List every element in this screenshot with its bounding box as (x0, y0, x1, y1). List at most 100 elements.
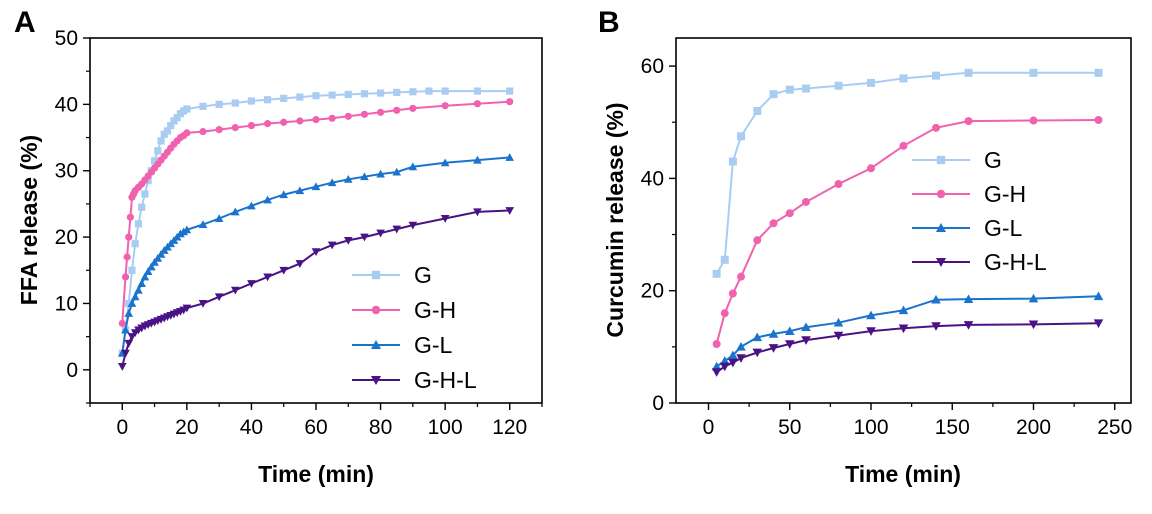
data-point-a-g-h-l (124, 339, 134, 348)
data-point-a-g-l (343, 175, 353, 183)
data-point-b-g (769, 90, 778, 99)
data-point-a-g (409, 88, 417, 96)
data-point-a-g-h (126, 213, 134, 221)
data-point-a-g-h-l (343, 236, 353, 245)
data-point-a-g (199, 102, 207, 110)
data-point-b-g-h-l (768, 344, 779, 353)
data-point-b-g (785, 85, 794, 94)
data-point-b-g-h (753, 236, 762, 245)
data-point-b-g-h-l (1093, 319, 1104, 329)
data-point-a-g-h-l (505, 207, 515, 215)
data-point-a-g-h (393, 106, 401, 114)
data-point-b-g (932, 71, 940, 80)
data-point-a-g-h-l (360, 233, 369, 242)
data-point-a-g-l (473, 155, 482, 164)
data-point-a-g-h (312, 116, 320, 124)
data-point-a-g (393, 88, 401, 97)
data-point-b-g (964, 68, 973, 77)
data-point-a-g-l (230, 207, 240, 216)
data-point-a-g-l (440, 158, 450, 167)
legend-label-a-g-h-l: G-H-L (414, 367, 477, 393)
data-point-b-g-h-l (801, 336, 811, 345)
data-point-a-g-h-l (247, 280, 256, 288)
data-point-a-g-l (392, 167, 402, 176)
data-point-a-g-l (156, 250, 166, 258)
legend-marker-a-g-h-l (370, 375, 382, 386)
legend-marker-b-g (936, 155, 946, 165)
y-tick-label-a-1: 10 (55, 292, 78, 315)
data-point-b-g-h (785, 209, 794, 218)
data-point-a-g (128, 266, 136, 274)
data-point-a-g-l (295, 186, 305, 195)
data-point-a-g-l (153, 254, 163, 262)
data-point-a-g-h (118, 319, 126, 327)
data-point-b-g (899, 74, 908, 83)
data-point-a-g-h-l (473, 208, 482, 217)
series-line-b-g-h (715, 119, 1099, 345)
y-axis-title-b: Curcumin release (%) (602, 102, 628, 337)
series-a-g-h-l (117, 207, 515, 371)
data-point-b-g-l (931, 294, 941, 304)
data-point-b-g-l (833, 317, 844, 327)
data-point-a-g-h (409, 104, 417, 112)
legend-marker-b-g-h (936, 189, 946, 199)
data-point-a-g-h-l (117, 363, 127, 371)
data-point-a-g-h (344, 112, 352, 120)
data-point-a-g (328, 91, 336, 99)
data-point-b-g-h-l (1028, 320, 1039, 330)
data-point-a-g-l (147, 262, 156, 271)
data-point-a-g (280, 94, 288, 102)
data-point-a-g-h-l (392, 225, 402, 234)
x-tick-label-a-1: 20 (175, 416, 198, 439)
y-tick-label-a-0: 0 (66, 359, 78, 382)
data-point-a-g-h-l (327, 241, 337, 250)
axis-ticks-a: 0 20 40 60 80 100 120 0 10 20 30 40 50 (55, 27, 543, 439)
data-point-a-g-l (505, 153, 515, 161)
data-point-a-g-l (198, 220, 208, 228)
series-a-g-l (117, 153, 515, 357)
series-b-g-l (711, 291, 1104, 371)
data-point-a-g (131, 240, 139, 248)
data-point-b-g-l (1093, 291, 1104, 301)
data-point-b-g-l (711, 361, 722, 371)
data-point-a-g-h-l (279, 266, 289, 275)
data-point-b-g-h (867, 164, 875, 173)
data-point-b-g (728, 157, 737, 166)
data-point-a-g (141, 190, 149, 198)
data-point-b-g-h-l (752, 348, 763, 358)
data-point-a-g-h-l (263, 273, 272, 282)
y-tick-label-a-5: 50 (55, 27, 78, 50)
data-point-a-g (425, 87, 433, 95)
series-layer-a (117, 87, 515, 371)
data-point-a-g (125, 299, 133, 308)
data-point-b-g-h-l (866, 327, 876, 336)
data-point-a-g-h (263, 120, 272, 128)
data-point-b-g-l (736, 342, 746, 351)
data-point-a-g-h (328, 114, 336, 122)
legend-label-a-g-l: G-L (414, 332, 453, 358)
legend-marker-b-g-l (935, 222, 947, 233)
x-tick-label-a-2: 40 (240, 416, 263, 439)
y-tick-label-a-4: 40 (55, 93, 78, 116)
data-point-b-g (737, 132, 745, 141)
series-a-g-h (118, 98, 514, 327)
data-point-a-g (154, 147, 162, 155)
data-point-b-g-h-l (963, 321, 974, 330)
data-point-a-g (506, 87, 514, 95)
data-point-a-g-l (137, 279, 146, 288)
data-point-b-g-l (1028, 293, 1039, 303)
data-point-a-g-h-l (295, 260, 305, 268)
data-point-a-g-h (231, 123, 239, 132)
data-point-b-g-h-l (931, 322, 941, 331)
data-point-a-g (312, 92, 320, 100)
data-point-a-g (344, 90, 352, 99)
legend-label-b-g-l: G-L (984, 215, 1023, 241)
data-point-a-g-h-l (121, 349, 130, 358)
legend-label-a-g-h: G-H (414, 297, 456, 323)
panel-label-a: A (14, 6, 36, 39)
y-tick-label-a-2: 20 (55, 226, 78, 249)
data-point-a-g-l (214, 214, 224, 222)
data-point-b-g-h (1094, 115, 1103, 124)
data-point-a-g (247, 97, 256, 105)
